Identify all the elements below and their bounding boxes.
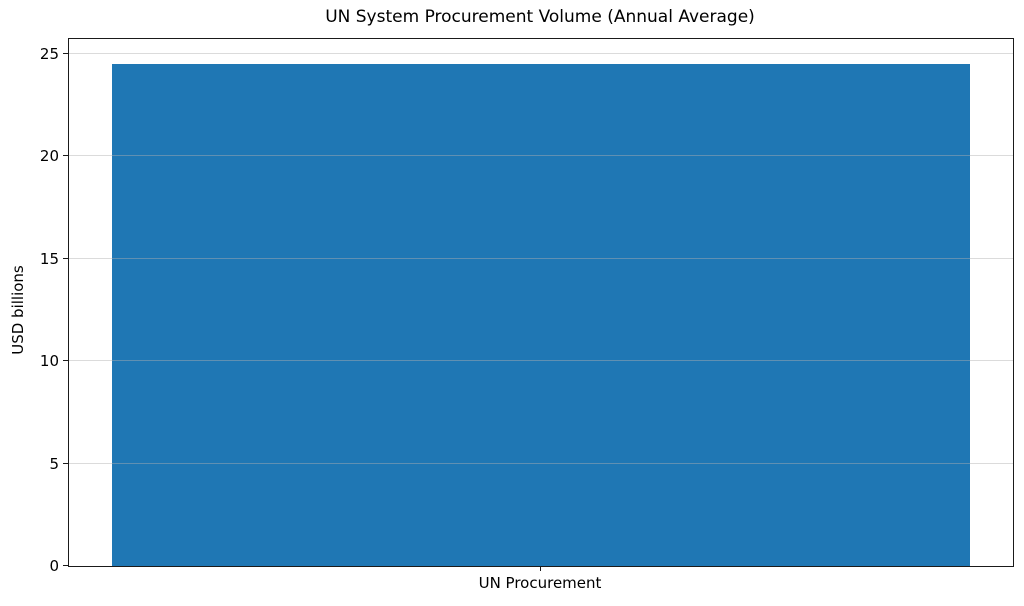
- y-tick-mark: [63, 462, 68, 464]
- gridline: [69, 257, 1013, 259]
- x-tick-label: UN Procurement: [478, 574, 602, 592]
- y-tick-mark: [63, 360, 68, 362]
- y-tick-mark: [63, 52, 68, 54]
- y-tick-label: 20: [39, 147, 59, 166]
- bar-un-procurement: [111, 64, 971, 566]
- chart-title: UN System Procurement Volume (Annual Ave…: [325, 7, 755, 27]
- gridline: [69, 462, 1013, 464]
- y-tick-mark: [63, 565, 68, 566]
- y-tick-label: 10: [39, 352, 59, 371]
- y-tick-mark: [63, 257, 68, 259]
- gridline: [69, 155, 1013, 157]
- y-tick-label: 15: [39, 249, 59, 268]
- y-tick-label: 0: [49, 557, 59, 575]
- y-tick-mark: [63, 155, 68, 157]
- y-tick-label: 25: [39, 44, 59, 63]
- gridline: [69, 360, 1013, 362]
- x-tick-mark: [540, 566, 541, 571]
- plot-area: [68, 38, 1014, 567]
- gridline: [69, 52, 1013, 54]
- y-tick-label: 5: [49, 454, 59, 473]
